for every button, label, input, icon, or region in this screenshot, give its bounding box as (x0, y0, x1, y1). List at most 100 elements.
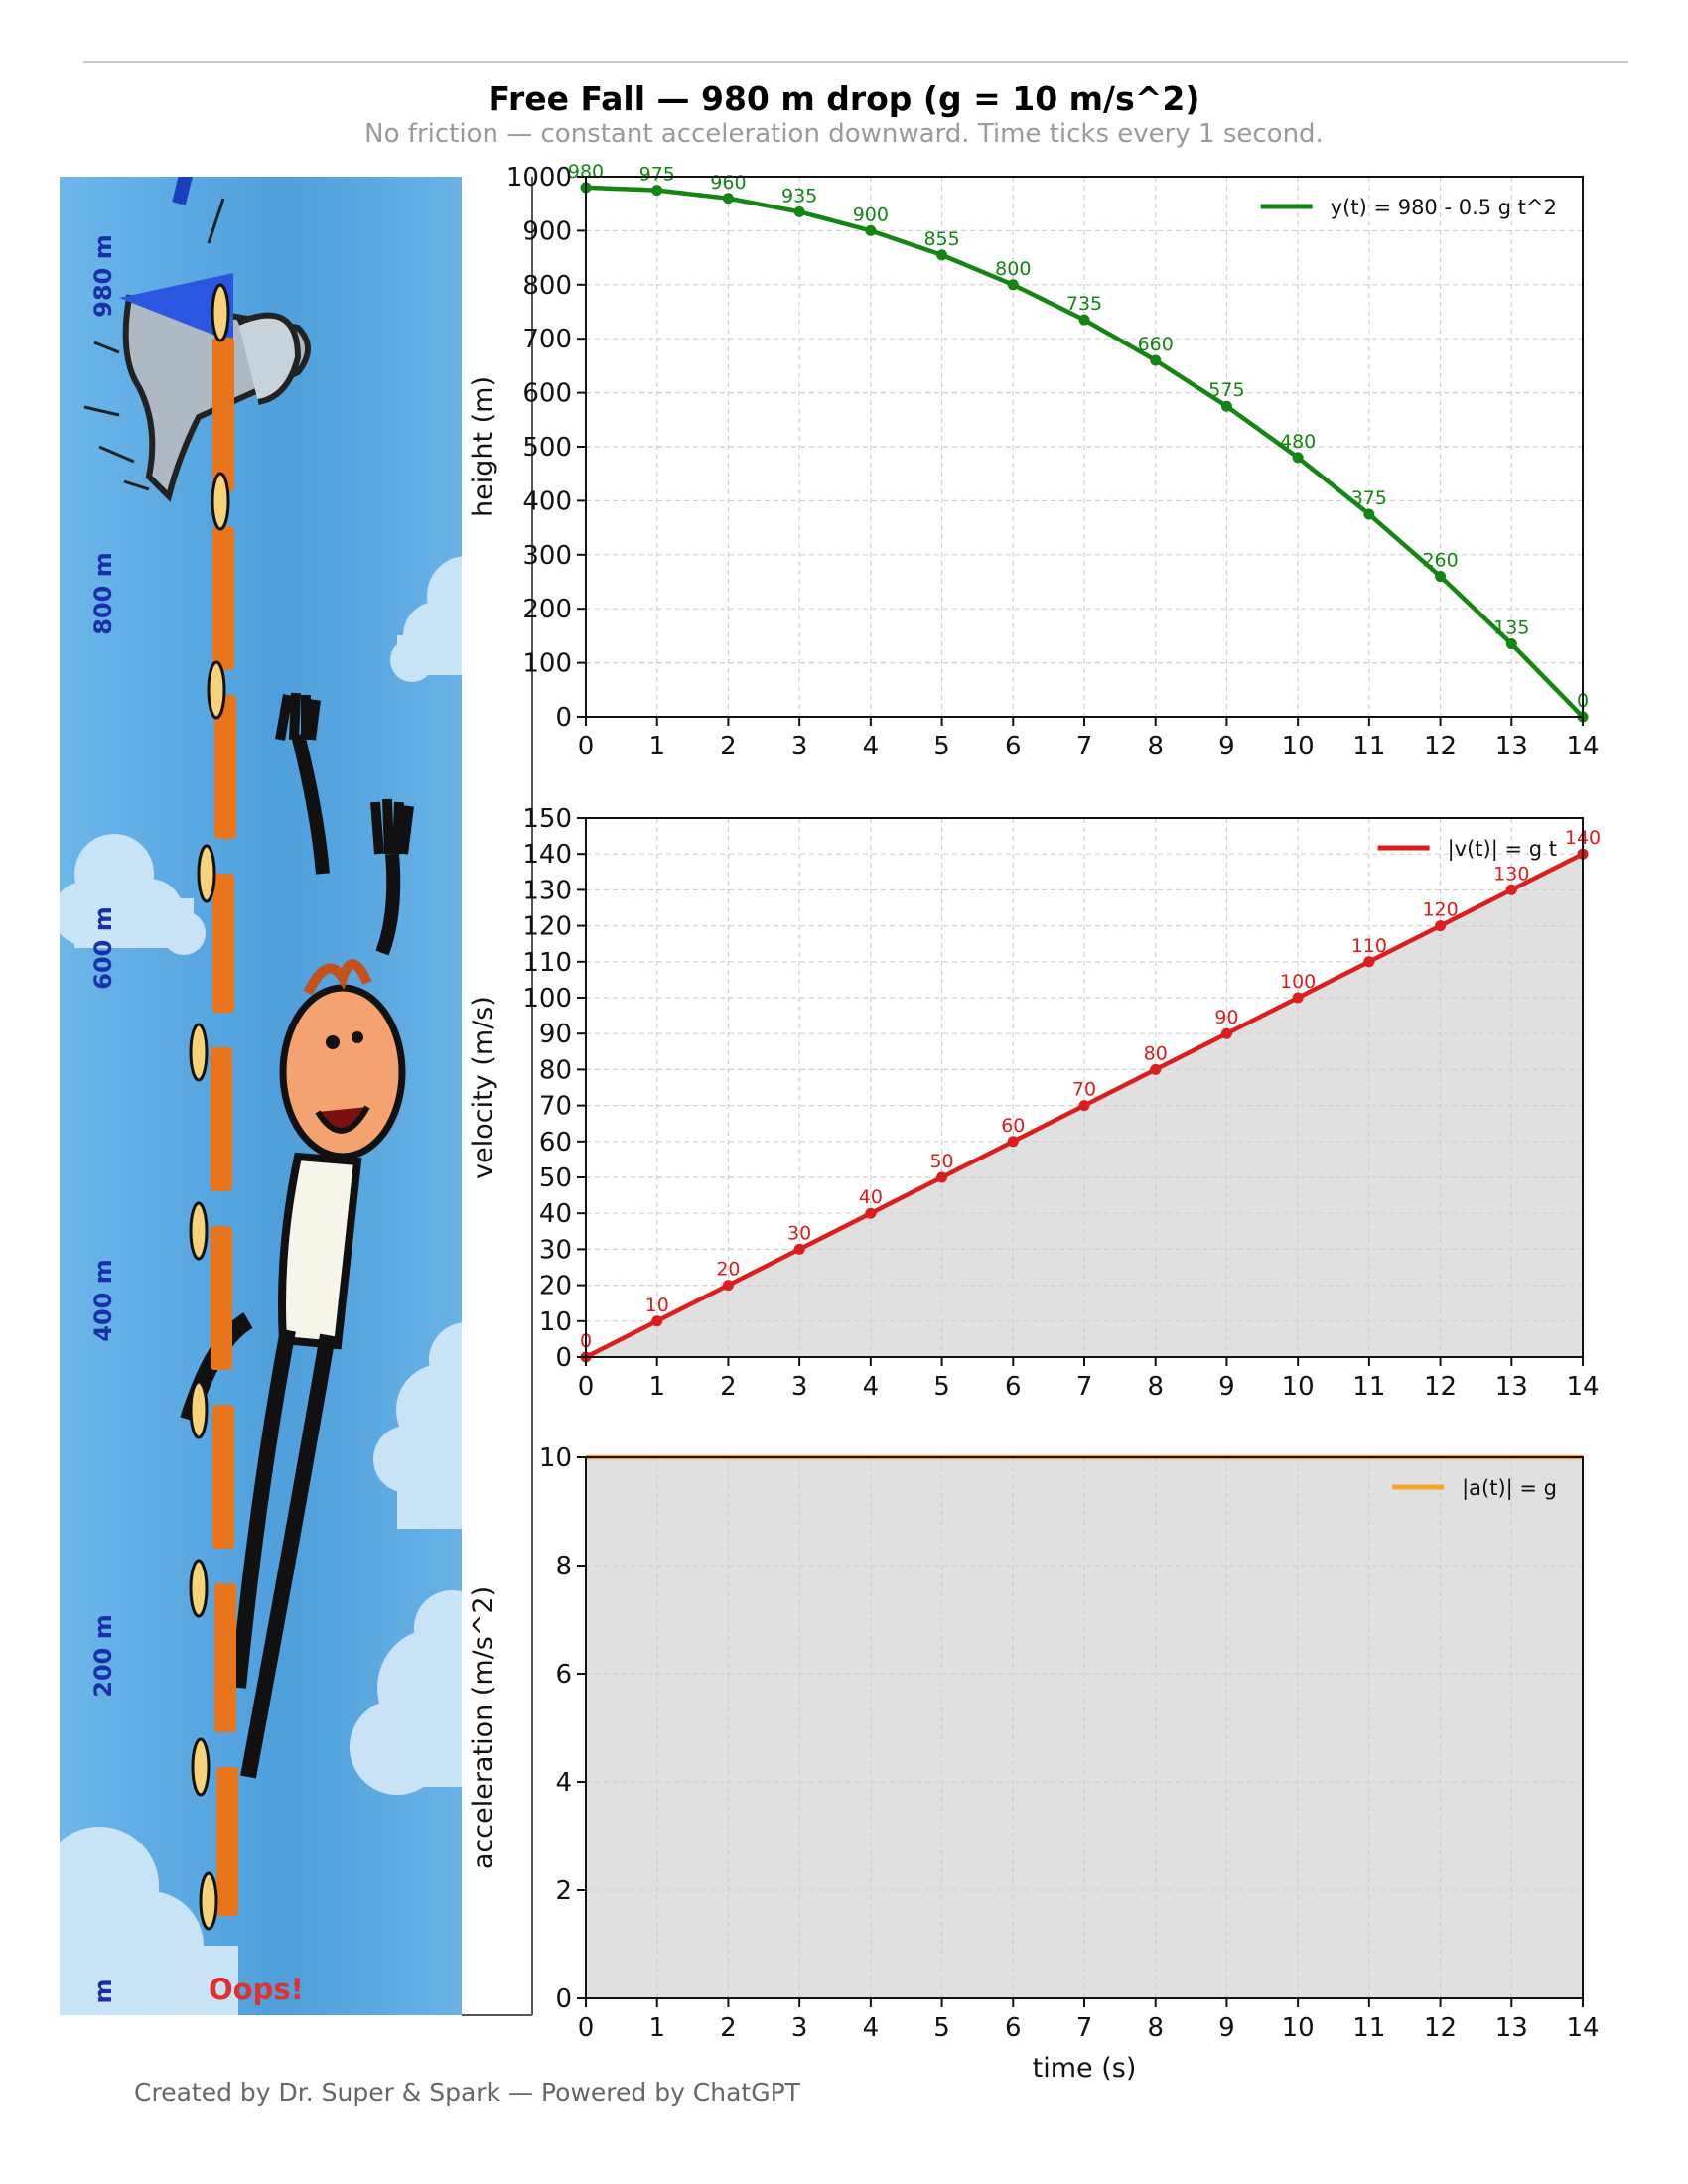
data-point (1220, 400, 1232, 412)
y-tick-label: 110 (522, 948, 572, 978)
height-label: 600 m (89, 906, 117, 989)
x-tick-label: 7 (1076, 1372, 1093, 1402)
height-label: 800 m (89, 552, 117, 634)
y-tick-label: 900 (522, 216, 572, 246)
x-tick-label: 8 (1147, 2013, 1164, 2043)
data-label: 480 (1280, 431, 1316, 453)
x-tick-label: 11 (1352, 732, 1385, 761)
data-point (1435, 571, 1447, 583)
y-tick-label: 400 (522, 486, 572, 516)
y-tick-label: 6 (555, 1660, 572, 1690)
x-tick-label: 10 (1282, 2013, 1315, 2043)
x-tick-label: 4 (863, 732, 880, 761)
x-tick-label: 2 (720, 2013, 737, 2043)
height-label: 400 m (89, 1259, 117, 1341)
x-tick-label: 3 (791, 732, 808, 761)
y-tick-label: 130 (522, 876, 572, 905)
data-label: 130 (1493, 863, 1529, 885)
data-label: 120 (1422, 899, 1458, 921)
data-point (651, 1315, 663, 1327)
data-point (865, 1207, 877, 1219)
data-label: 135 (1493, 617, 1529, 639)
data-label: 30 (787, 1222, 811, 1244)
y-tick-label: 40 (539, 1199, 572, 1229)
data-label: 660 (1138, 334, 1174, 355)
data-label: 20 (716, 1259, 740, 1281)
x-tick-label: 1 (648, 1372, 665, 1402)
data-label: 100 (1280, 971, 1316, 993)
x-axis-label: time (s) (1033, 2053, 1137, 2084)
height-label: 200 m (89, 1614, 117, 1697)
y-tick-label: 10 (539, 1307, 572, 1337)
data-label: 40 (859, 1186, 883, 1208)
y-tick-label: 8 (555, 1552, 572, 1581)
motion-lines-icon (83, 198, 225, 491)
data-point (793, 1243, 805, 1255)
data-point (651, 185, 663, 197)
data-point (1150, 354, 1162, 366)
data-label: 110 (1351, 935, 1387, 957)
legend-label: |a(t)| = g (1462, 1476, 1557, 1501)
data-point (1292, 452, 1304, 464)
x-tick-label: 5 (933, 732, 950, 761)
data-label: 855 (923, 228, 959, 250)
x-tick-label: 9 (1218, 2013, 1235, 2043)
y-tick-label: 120 (522, 912, 572, 942)
data-point (1505, 884, 1517, 895)
x-tick-label: 14 (1566, 2013, 1599, 2043)
x-tick-label: 13 (1495, 732, 1528, 761)
data-point (936, 249, 948, 261)
x-tick-label: 5 (933, 1372, 950, 1402)
y-tick-label: 10 (539, 1443, 572, 1473)
chart-title: Free Fall — 980 m drop (g = 10 m/s^2) (489, 79, 1200, 118)
y-tick-label: 100 (522, 649, 572, 679)
data-label: 60 (1001, 1115, 1025, 1137)
data-label: 375 (1351, 487, 1387, 509)
chart-panel-1: 980 975 9609359008558007356605754803752601… (468, 161, 1600, 761)
data-point (722, 193, 734, 205)
x-tick-label: 12 (1424, 1372, 1457, 1402)
y-tick-label: 100 (522, 984, 572, 1014)
y-tick-label: 0 (555, 1343, 572, 1373)
x-tick-label: 0 (578, 1372, 595, 1402)
x-tick-label: 7 (1076, 2013, 1093, 2043)
x-tick-label: 1 (648, 732, 665, 761)
x-tick-label: 2 (720, 732, 737, 761)
y-tick-label: 600 (522, 379, 572, 409)
x-tick-label: 3 (791, 1372, 808, 1402)
height-label: m (89, 1979, 117, 2003)
data-label: 935 (781, 185, 817, 206)
data-point (1220, 1027, 1232, 1039)
y-tick-label: 150 (522, 804, 572, 834)
data-label: 70 (1072, 1079, 1096, 1101)
x-tick-label: 10 (1282, 732, 1315, 761)
x-tick-label: 8 (1147, 732, 1164, 761)
y-tick-label: 140 (522, 840, 572, 870)
data-point (1007, 279, 1019, 291)
chart-subtitle: No friction — constant acceleration down… (364, 119, 1324, 149)
y-tick-label: 80 (539, 1055, 572, 1085)
x-tick-label: 13 (1495, 2013, 1528, 2043)
y-axis-label: height (m) (468, 376, 498, 517)
y-tick-label: 90 (539, 1020, 572, 1049)
x-tick-label: 6 (1005, 1372, 1022, 1402)
x-tick-label: 4 (863, 1372, 880, 1402)
y-tick-label: 0 (555, 703, 572, 733)
coin-icon (189, 283, 230, 1931)
data-point (1007, 1136, 1019, 1148)
footer-credit: Created by Dr. Super & Spark — Powered b… (134, 2078, 801, 2107)
y-tick-label: 50 (539, 1163, 572, 1193)
data-point (1435, 920, 1447, 932)
y-tick-label: 20 (539, 1272, 572, 1301)
data-point (936, 1171, 948, 1183)
y-tick-label: 300 (522, 541, 572, 571)
data-label: 975 (639, 164, 675, 186)
data-label: 800 (995, 258, 1031, 280)
y-axis-label: acceleration (m/s^2) (468, 1586, 498, 1869)
y-tick-label: 0 (555, 1984, 572, 2014)
data-label: 900 (853, 204, 889, 225)
x-tick-label: 11 (1352, 2013, 1385, 2043)
